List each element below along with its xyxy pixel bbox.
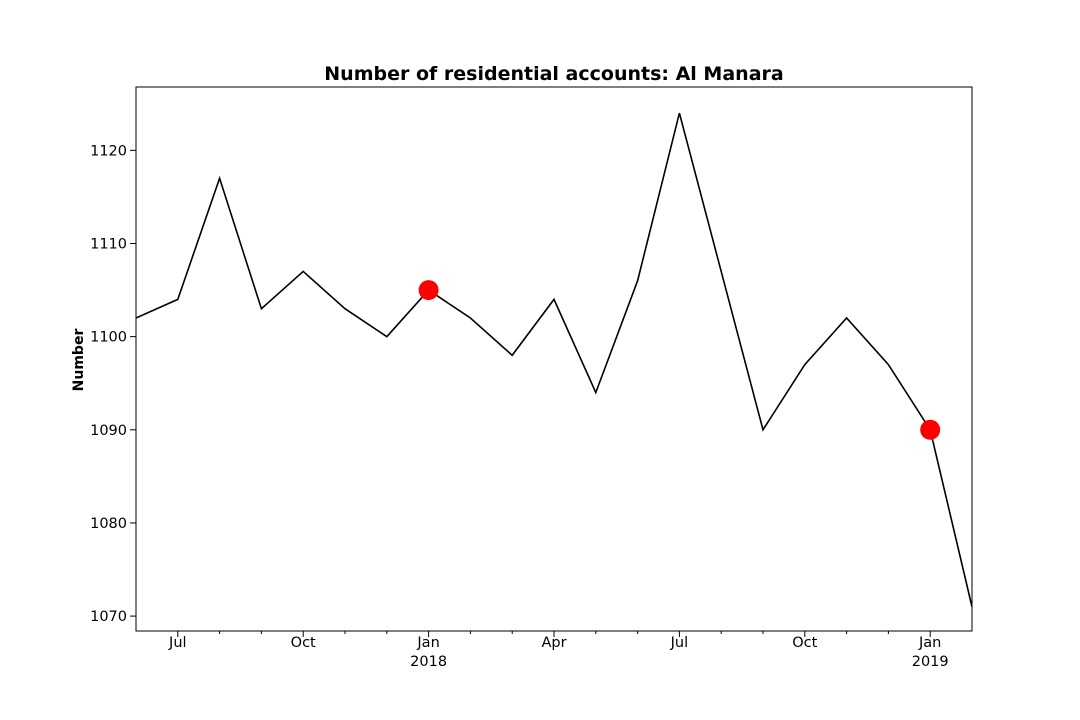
x-tick-label: Jan [918, 635, 941, 651]
x-tick-label: Jan [416, 635, 439, 651]
y-axis-ticks: 1070 1080 1090 1100 1110 1120 [90, 143, 136, 625]
x-tick-label: Jul [670, 635, 689, 651]
chart-title: Number of residential accounts: Al Manar… [324, 63, 783, 85]
highlight-marker [920, 419, 941, 440]
y-tick-label: 1110 [90, 236, 127, 252]
plot-frame [135, 86, 973, 632]
y-tick-label: 1120 [90, 143, 127, 159]
x-tick-label: Oct [291, 635, 316, 651]
x-tick-label: Oct [792, 635, 817, 651]
x-tick-label: Jul [168, 635, 187, 651]
y-axis-label: Number [71, 329, 87, 392]
y-tick-label: 1070 [90, 609, 127, 625]
x-tick-year-label: 2019 [912, 654, 949, 670]
y-tick-label: 1100 [90, 330, 127, 346]
plot-area [136, 112, 972, 607]
y-tick-label: 1080 [90, 516, 127, 532]
x-tick-label: Apr [541, 635, 566, 651]
x-tick-year-label: 2018 [410, 654, 447, 670]
highlight-marker [418, 280, 439, 301]
series-line [136, 112, 972, 607]
y-tick-label: 1090 [90, 423, 127, 439]
x-axis-ticks: Jul Oct Jan 2018 Apr Jul Oct Jan 2019 [168, 631, 949, 670]
